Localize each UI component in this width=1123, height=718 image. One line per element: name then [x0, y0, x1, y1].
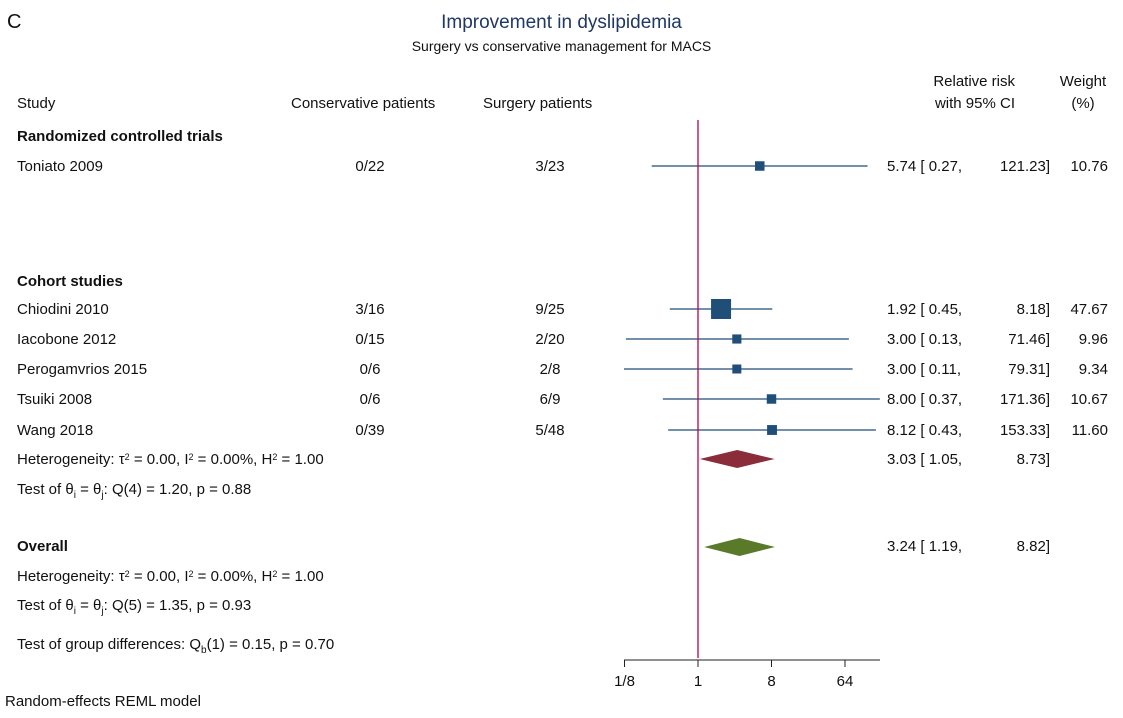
chart-subtitle: Surgery vs conservative management for M…: [411, 38, 712, 54]
weight-value: 9.34: [1078, 361, 1108, 378]
overall-diamond: [704, 538, 775, 556]
rr-upper: 71.46]: [1008, 331, 1050, 348]
overall-homogeneity-test: Test of θi = θj: Q(5) = 1.35, p = 0.93: [17, 597, 252, 617]
weight-value: 10.67: [1070, 391, 1108, 408]
surgery-count: 5/48: [535, 422, 565, 439]
surgery-count: 6/9: [539, 391, 561, 408]
rr-upper: 79.31]: [1008, 361, 1050, 378]
study-name: Iacobone 2012: [17, 331, 117, 348]
header-rr-line1: Relative risk: [933, 73, 1015, 90]
group-label-rct: Randomized controlled trials: [17, 128, 223, 145]
surgery-count: 2/8: [539, 361, 561, 378]
effect-marker: [732, 334, 742, 344]
conservative-count: 3/16: [355, 301, 385, 318]
conservative-count: 0/6: [359, 361, 381, 378]
conservative-count: 0/15: [355, 331, 385, 348]
weight-value: 10.76: [1070, 158, 1108, 175]
overall-label: Overall: [17, 538, 68, 555]
weight-value: 11.60: [1071, 422, 1108, 439]
cohort-pooled-rr: 3.03 [ 1.05,: [887, 451, 963, 468]
x-tick-label: 1: [694, 673, 702, 690]
cohort-heterogeneity: Heterogeneity: τ2 = 0.00, I2 = 0.00%, H2…: [17, 451, 324, 468]
conservative-count: 0/22: [355, 158, 385, 175]
model-footnote: Random-effects REML model: [5, 693, 201, 710]
study-name: Wang 2018: [17, 422, 94, 439]
study-name: Chiodini 2010: [17, 301, 109, 318]
rr-value: 8.12 [ 0.43,: [887, 422, 963, 439]
study-name: Tsuiki 2008: [17, 391, 93, 408]
weight-value: 47.67: [1070, 301, 1108, 318]
subgroup-diamond: [699, 450, 775, 468]
rr-value: 8.00 [ 0.37,: [887, 391, 963, 408]
header-rr-line2: with 95% CI: [934, 95, 1015, 112]
header-weight-line2: (%): [1071, 95, 1095, 112]
rr-upper: 153.33]: [999, 422, 1050, 439]
overall-heterogeneity: Heterogeneity: τ2 = 0.00, I2 = 0.00%, H2…: [17, 568, 324, 585]
effect-marker: [755, 161, 765, 171]
conservative-count: 0/39: [355, 422, 385, 439]
header-weight-line1: Weight: [1059, 73, 1107, 90]
study-name: Perogamvrios 2015: [17, 361, 148, 378]
effect-marker: [732, 364, 742, 374]
rr-value: 1.92 [ 0.45,: [887, 301, 963, 318]
header-surgery: Surgery patients: [483, 95, 593, 112]
rr-upper: 171.36]: [999, 391, 1050, 408]
rr-upper: 121.23]: [999, 158, 1050, 175]
weight-value: 9.96: [1078, 331, 1108, 348]
rr-value: 3.00 [ 0.11,: [887, 361, 961, 378]
panel-letter: C: [7, 11, 22, 33]
surgery-count: 3/23: [535, 158, 565, 175]
surgery-count: 9/25: [535, 301, 565, 318]
header-study: Study: [17, 95, 56, 112]
x-tick-label: 1/8: [614, 673, 635, 690]
x-tick-label: 64: [837, 673, 854, 690]
rr-value: 3.00 [ 0.13,: [887, 331, 963, 348]
header-conservative: Conservative patients: [291, 95, 436, 112]
rr-upper: 8.18]: [1016, 301, 1050, 318]
effect-marker: [711, 299, 732, 319]
cohort-homogeneity-test: Test of θi = θj: Q(4) = 1.20, p = 0.88: [17, 481, 252, 501]
group-differences-test: Test of group differences: Qb(1) = 0.15,…: [17, 636, 335, 656]
group-label-cohort: Cohort studies: [17, 273, 123, 290]
cohort-pooled-upper: 8.73]: [1016, 451, 1050, 468]
chart-title: Improvement in dyslipidemia: [441, 12, 682, 33]
x-tick-label: 8: [767, 673, 775, 690]
conservative-count: 0/6: [359, 391, 381, 408]
overall-rr: 3.24 [ 1.19,: [887, 538, 963, 555]
effect-marker: [767, 425, 777, 435]
overall-upper: 8.82]: [1016, 538, 1050, 555]
rr-value: 5.74 [ 0.27,: [887, 158, 963, 175]
effect-marker: [766, 394, 777, 404]
surgery-count: 2/20: [535, 331, 565, 348]
study-name: Toniato 2009: [17, 158, 103, 175]
